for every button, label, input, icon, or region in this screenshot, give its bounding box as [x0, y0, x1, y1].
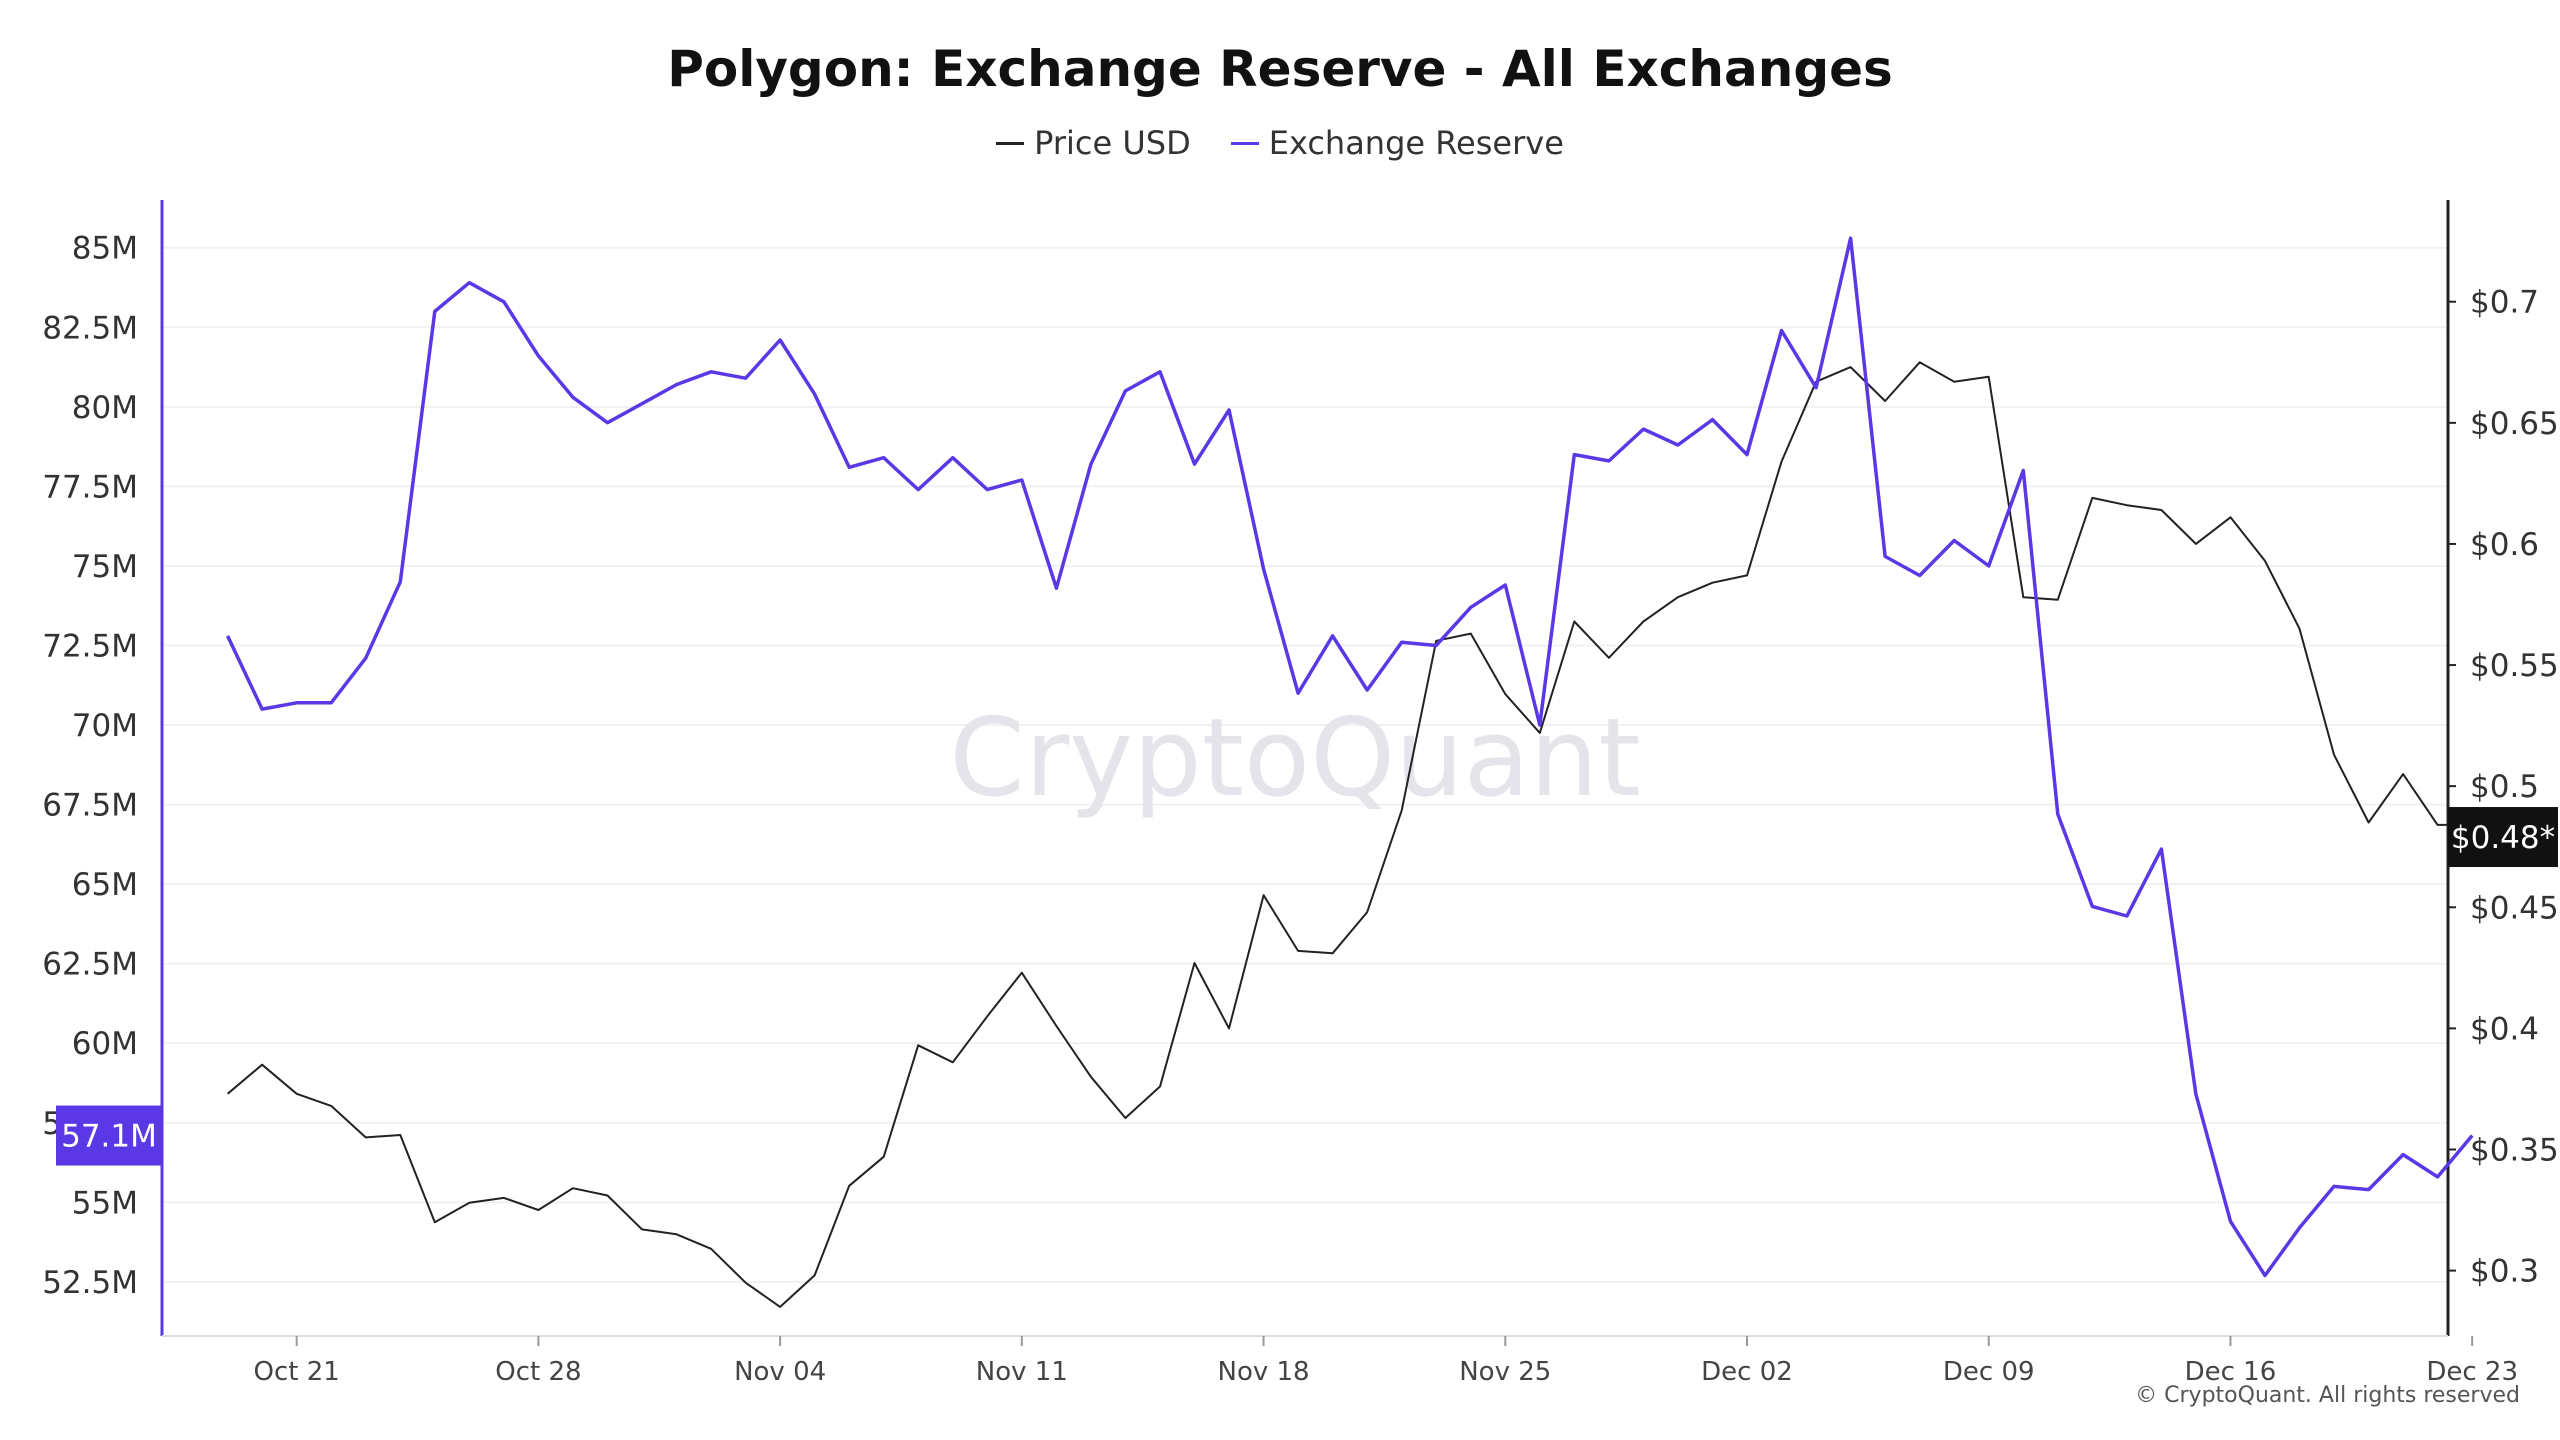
copyright-notice: © CryptoQuant. All rights reserved: [2135, 1383, 2520, 1408]
x-tick-label-4: Nov 18: [1218, 1357, 1310, 1387]
current-price-marker: [2448, 807, 2558, 868]
right-tick-label-7: $0.65: [2470, 406, 2559, 442]
right-tick-label-2: $0.4: [2470, 1011, 2539, 1047]
legend-item-price[interactable]: Price USD: [996, 124, 1191, 162]
legend-label-reserve: Exchange Reserve: [1268, 124, 1564, 162]
x-tick-label-0: Oct 21: [254, 1357, 340, 1387]
left-tick-label-11: 80M: [72, 390, 138, 426]
right-tick-label-6: $0.6: [2470, 527, 2539, 563]
left-tick-label-12: 82.5M: [42, 310, 138, 346]
right-tick-label-4: $0.5: [2470, 769, 2539, 805]
left-tick-label-6: 67.5M: [42, 788, 138, 824]
chart-legend: Price USD Exchange Reserve: [0, 124, 2560, 162]
left-tick-label-10: 77.5M: [42, 469, 138, 505]
chart-title: Polygon: Exchange Reserve - All Exchange…: [667, 40, 1893, 98]
x-tick-label-1: Oct 28: [495, 1357, 581, 1387]
left-tick-label-8: 72.5M: [42, 628, 138, 664]
right-tick-label-8: $0.7: [2470, 285, 2539, 321]
legend-swatch-price: [996, 141, 1025, 145]
series-line-reserve: [226, 236, 2474, 1278]
left-tick-label-13: 85M: [72, 231, 138, 267]
x-tick-label-9: Dec 23: [2426, 1357, 2518, 1387]
legend-swatch-reserve: [1230, 141, 1259, 145]
x-tick-label-7: Dec 09: [1943, 1357, 2035, 1387]
x-tick-label-8: Dec 16: [2185, 1357, 2277, 1387]
left-tick-label-9: 75M: [72, 549, 138, 585]
legend-item-reserve[interactable]: Exchange Reserve: [1230, 124, 1564, 162]
series-line-price: [226, 361, 2508, 1308]
current-reserve-marker: [56, 1105, 162, 1166]
current-reserve-label: 57.1M: [61, 1119, 157, 1155]
left-tick-label-7: 70M: [72, 708, 138, 744]
x-tick-label-6: Dec 02: [1701, 1357, 1793, 1387]
current-price-label: $0.48*: [2451, 820, 2555, 856]
right-tick-label-0: $0.3: [2470, 1254, 2539, 1290]
right-tick-label-5: $0.55: [2470, 648, 2559, 684]
right-tick-label-3: $0.45: [2470, 890, 2559, 926]
left-tick-label-3: 60M: [72, 1026, 138, 1062]
left-tick-label-4: 62.5M: [42, 947, 138, 983]
x-tick-label-5: Nov 25: [1459, 1357, 1551, 1387]
right-tick-label-1: $0.35: [2470, 1132, 2559, 1168]
x-tick-label-2: Nov 04: [734, 1357, 826, 1387]
x-tick-label-3: Nov 11: [976, 1357, 1068, 1387]
left-tick-label-5: 65M: [72, 867, 138, 903]
left-tick-label-0: 52.5M: [42, 1265, 138, 1301]
legend-label-price: Price USD: [1034, 124, 1191, 162]
left-tick-label-1: 55M: [72, 1185, 138, 1221]
